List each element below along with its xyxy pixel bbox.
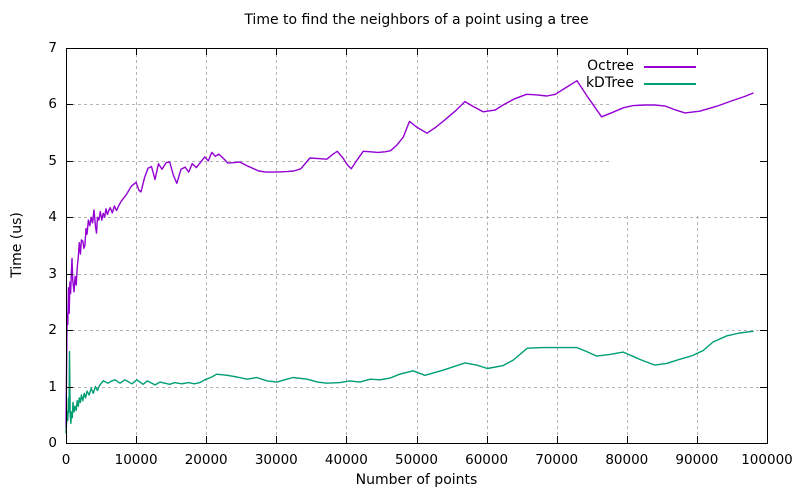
x-tick-label-10000: 10000: [114, 452, 158, 468]
x-tick-label-30000: 30000: [254, 452, 298, 468]
x-tick-label-60000: 60000: [465, 452, 509, 468]
y-tick-label-4: 4: [48, 209, 57, 226]
x-tick-label-70000: 70000: [535, 452, 579, 468]
y-tick-label-2: 2: [48, 322, 57, 339]
x-axis-label: Number of points: [355, 472, 478, 488]
legend-octree-label: Octree: [587, 58, 634, 74]
legend-item-kdtree: kDTree: [480, 75, 750, 92]
legend-kdtree-label: kDTree: [585, 75, 634, 91]
x-tick-label-40000: 40000: [324, 452, 368, 468]
y-tick-label-0: 0: [48, 435, 57, 451]
x-tick-label-20000: 20000: [184, 452, 228, 468]
chart-title: Time to find the neighbors of a point us…: [244, 12, 589, 28]
x-tick-label-80000: 80000: [605, 452, 649, 468]
x-tick-label-0: 0: [61, 452, 71, 468]
legend-octree-line-sample: [644, 66, 696, 68]
x-tick-label-50000: 50000: [395, 452, 438, 468]
y-tick-label-6: 6: [48, 96, 57, 113]
series-line-kdtree: [65, 330, 754, 434]
y-tick-label-5: 5: [48, 152, 57, 169]
y-tick-label-3: 3: [48, 265, 57, 282]
y-tick-label-7: 7: [48, 40, 57, 56]
legend-opaque-background: [609, 49, 766, 213]
x-tick-label-100000: 100000: [741, 452, 793, 468]
legend-item-octree: Octree: [480, 58, 750, 75]
x-tick-label-90000: 90000: [675, 452, 719, 468]
legend-kdtree-line-sample: [644, 83, 696, 85]
y-tick-label-1: 1: [48, 378, 57, 395]
series-line-octree: [65, 79, 754, 428]
